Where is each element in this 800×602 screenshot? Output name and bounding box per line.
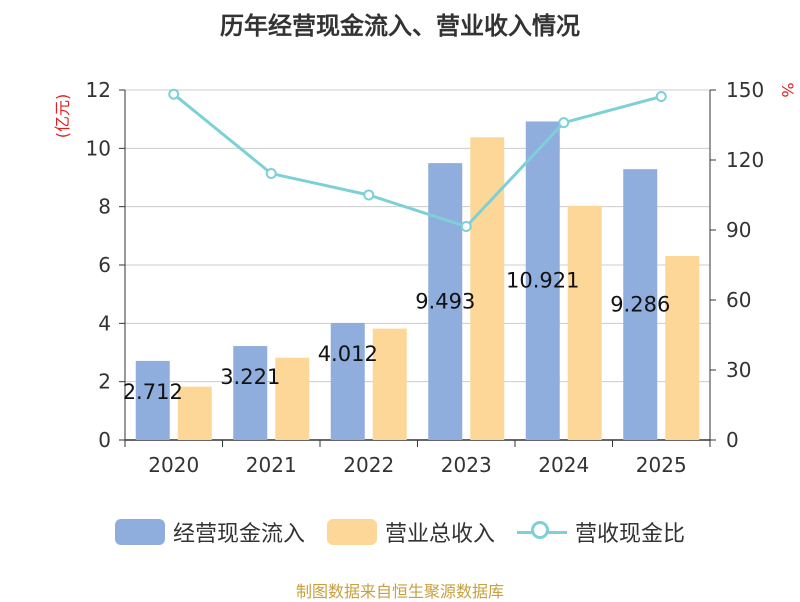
right-axis-unit-label: % bbox=[778, 82, 797, 97]
left-axis-tick-label: 0 bbox=[98, 428, 111, 452]
left-axis-tick-label: 10 bbox=[86, 136, 111, 160]
x-axis-tick-label: 2020 bbox=[148, 453, 199, 477]
left-axis-tick-label: 2 bbox=[98, 370, 111, 394]
data-label-cash-inflow: 9.493 bbox=[415, 290, 475, 314]
bar-revenue bbox=[275, 357, 310, 440]
bar-cash-inflow bbox=[233, 346, 268, 440]
ratio-point bbox=[168, 88, 180, 100]
bar-cash-inflow bbox=[135, 360, 170, 440]
bar-cash-inflow bbox=[623, 169, 658, 441]
bar-revenue bbox=[470, 137, 505, 440]
legend-swatch-cash-inflow bbox=[114, 519, 165, 545]
bar-revenue bbox=[567, 205, 602, 440]
ratio-point bbox=[558, 117, 570, 129]
x-axis-tick-label: 2021 bbox=[246, 453, 297, 477]
bar-cash-inflow bbox=[525, 121, 560, 441]
ratio-point bbox=[460, 221, 472, 232]
data-source-note: 制图数据来自恒生聚源数据库 bbox=[295, 582, 504, 601]
legend-label-cash-inflow: 经营现金流入 bbox=[172, 522, 305, 547]
left-axis-tick-label: 8 bbox=[98, 195, 111, 219]
data-label-cash-inflow: 9.286 bbox=[610, 293, 670, 317]
right-axis-tick-label: 120 bbox=[726, 148, 764, 172]
left-axis-tick-label: 6 bbox=[98, 253, 111, 277]
bar-cash-inflow bbox=[428, 163, 463, 440]
left-axis-unit-label: (亿元) bbox=[53, 94, 72, 139]
bar-revenue bbox=[177, 386, 212, 440]
legend-item-cash-inflow[interactable]: 经营现金流入 bbox=[114, 516, 305, 548]
data-label-cash-inflow: 3.221 bbox=[220, 365, 280, 389]
legend-label-revenue: 营业总收入 bbox=[384, 522, 495, 547]
legend-swatch-ratio bbox=[517, 519, 567, 545]
ratio-point bbox=[363, 189, 375, 201]
ratio-point bbox=[655, 91, 667, 103]
x-axis-tick-label: 2024 bbox=[538, 453, 589, 477]
bar-revenue bbox=[372, 328, 407, 440]
right-axis-tick-label: 0 bbox=[726, 428, 739, 452]
legend-item-revenue[interactable]: 营业总收入 bbox=[326, 516, 495, 548]
ratio-point bbox=[265, 168, 277, 180]
x-axis-tick-label: 2022 bbox=[343, 453, 394, 477]
bar-revenue bbox=[665, 255, 700, 440]
legend-swatch-revenue bbox=[326, 519, 377, 545]
bar-cash-inflow bbox=[330, 322, 365, 440]
chart-legend: 经营现金流入 营业总收入 营收现金比 bbox=[0, 516, 800, 548]
x-axis-tick-label: 2025 bbox=[636, 453, 687, 477]
left-axis-tick-label: 12 bbox=[86, 78, 111, 102]
right-axis-tick-label: 60 bbox=[726, 288, 751, 312]
data-label-cash-inflow: 4.012 bbox=[318, 342, 378, 366]
right-axis-tick-label: 90 bbox=[726, 218, 751, 242]
right-axis-tick-label: 150 bbox=[726, 78, 764, 102]
legend-item-ratio[interactable]: 营收现金比 bbox=[517, 516, 685, 548]
legend-label-ratio: 营收现金比 bbox=[575, 522, 686, 547]
x-axis-tick-label: 2023 bbox=[441, 453, 492, 477]
data-label-cash-inflow: 2.712 bbox=[123, 380, 183, 404]
ratio-line bbox=[172, 93, 662, 229]
data-label-cash-inflow: 10.921 bbox=[506, 269, 579, 293]
chart-title: 历年经营现金流入、营业收入情况 bbox=[220, 12, 580, 40]
right-axis-tick-label: 30 bbox=[726, 358, 751, 382]
left-axis-tick-label: 4 bbox=[98, 311, 111, 335]
